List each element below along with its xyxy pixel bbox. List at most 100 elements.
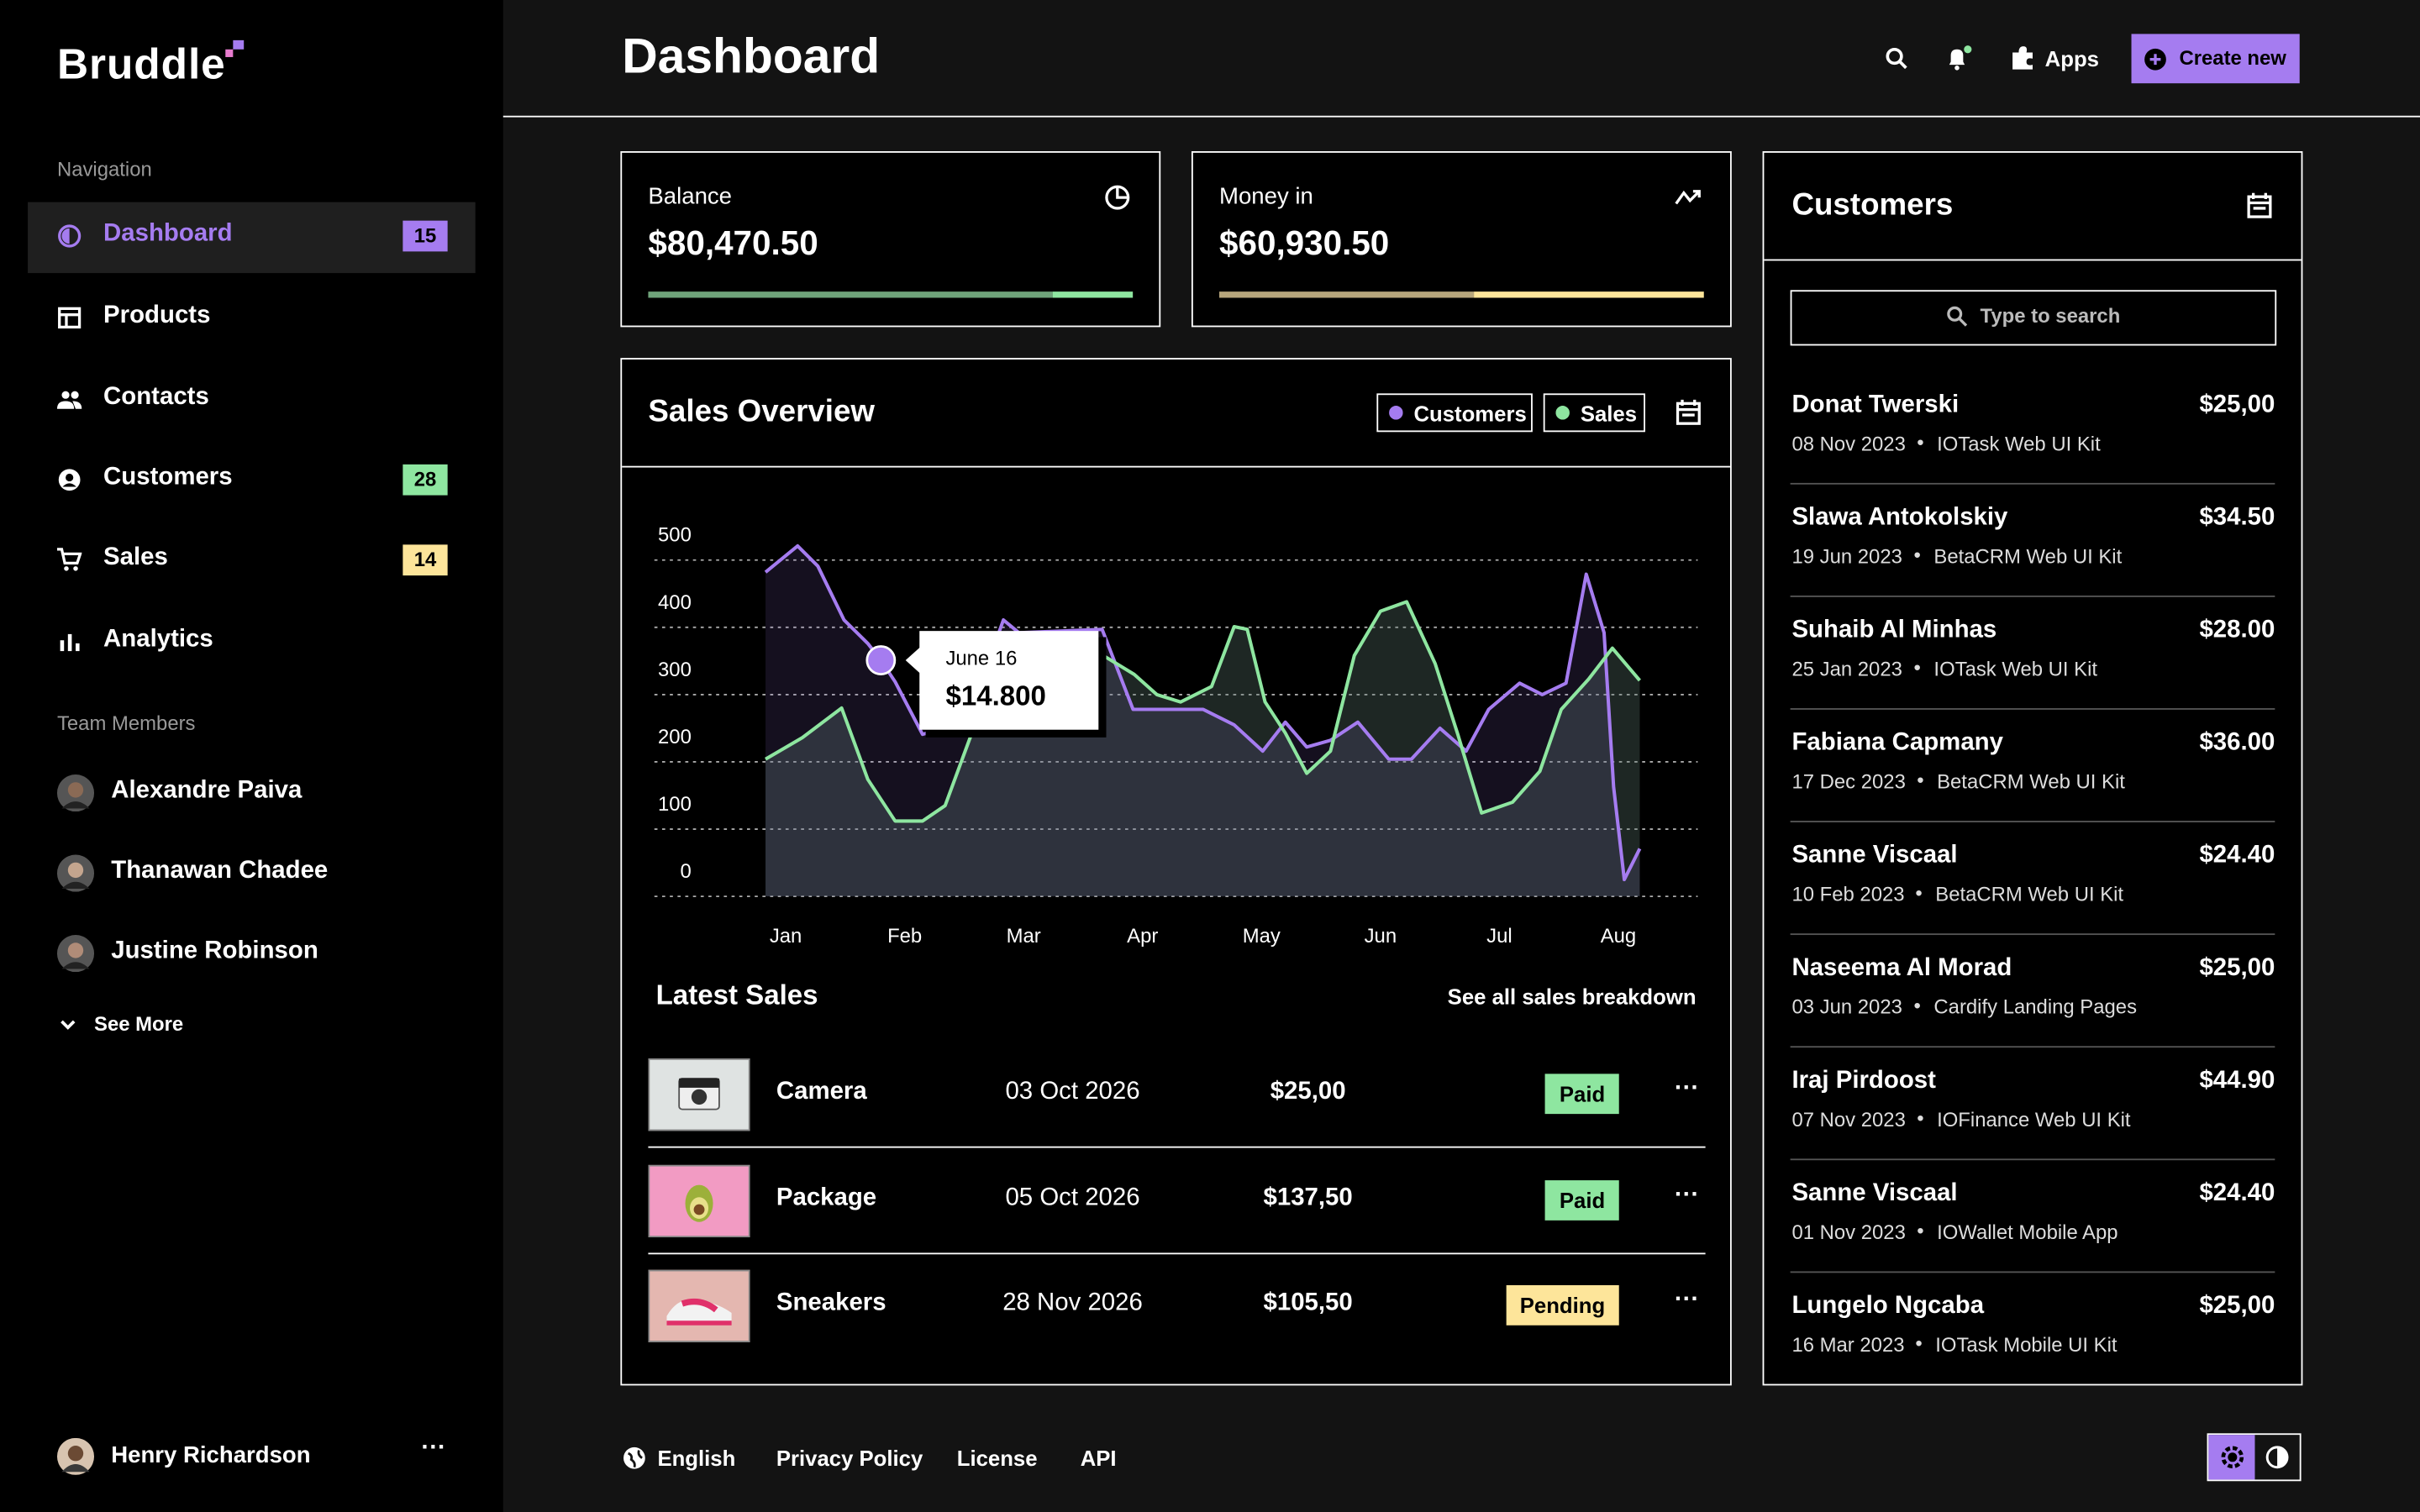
customers-title: Customers bbox=[1791, 188, 1954, 223]
footer-link[interactable]: English bbox=[657, 1446, 736, 1471]
series-area bbox=[765, 545, 1640, 897]
product-image bbox=[648, 1269, 750, 1342]
customer-product: Cardify Landing Pages bbox=[1933, 995, 2138, 1019]
stat-value: $60,930.50 bbox=[1219, 223, 1390, 263]
separator-dot: • bbox=[1917, 768, 1924, 792]
footer-link[interactable]: Privacy Policy bbox=[776, 1446, 923, 1471]
nav-item[interactable]: Products bbox=[103, 302, 211, 329]
row-menu[interactable]: ··· bbox=[1674, 1181, 1700, 1208]
member-avatar bbox=[56, 774, 95, 812]
tooltip-marker bbox=[865, 645, 897, 675]
page-title: Dashboard bbox=[622, 28, 881, 84]
chevron-icon bbox=[60, 1020, 76, 1030]
search-button[interactable] bbox=[1885, 46, 1909, 71]
notifications-button[interactable] bbox=[1944, 45, 1972, 72]
customer-date: 08 Nov 2023 bbox=[1791, 432, 1906, 455]
y-tick-label: 0 bbox=[681, 860, 692, 883]
apps-button[interactable]: Apps bbox=[2044, 46, 2099, 71]
y-tick-label: 100 bbox=[658, 793, 692, 816]
customer-name[interactable]: Suhaib Al Minhas bbox=[1791, 617, 1997, 643]
calendar-button[interactable] bbox=[1676, 399, 1701, 426]
row-menu[interactable]: ··· bbox=[1674, 1286, 1700, 1314]
customer-amount: $24.40 bbox=[2199, 1180, 2275, 1207]
nav-icon bbox=[58, 224, 82, 248]
row-menu[interactable]: ··· bbox=[1674, 1075, 1700, 1102]
create-button-label[interactable]: Create new bbox=[2179, 46, 2286, 70]
customers-search[interactable] bbox=[1790, 290, 2277, 346]
user-avatar bbox=[56, 1437, 95, 1475]
legend-label: Sales bbox=[1580, 401, 1638, 426]
row-divider bbox=[648, 1146, 1706, 1148]
customer-date: 01 Nov 2023 bbox=[1791, 1220, 1906, 1244]
stat-label: Balance bbox=[648, 183, 733, 210]
y-tick-label: 500 bbox=[658, 524, 692, 547]
customer-name[interactable]: Donat Twerski bbox=[1791, 391, 1960, 418]
team-title: Team Members bbox=[56, 711, 196, 735]
nav-item[interactable]: Dashboard bbox=[103, 220, 233, 247]
customer-name[interactable]: Sanne Viscaal bbox=[1791, 842, 1958, 869]
nav-item[interactable]: Contacts bbox=[103, 384, 209, 411]
y-tick-label: 300 bbox=[658, 659, 692, 681]
nav-item[interactable]: Analytics bbox=[103, 626, 213, 653]
y-tick-label: 400 bbox=[658, 591, 692, 614]
legend-item[interactable] bbox=[1543, 393, 1645, 433]
tooltip-value: $14.800 bbox=[945, 680, 1045, 711]
nav-active-bg bbox=[28, 202, 476, 274]
customer-divider bbox=[1790, 933, 2275, 936]
customer-divider bbox=[1790, 708, 2275, 710]
customer-amount: $34.50 bbox=[2199, 504, 2275, 531]
search-icon bbox=[1947, 306, 1968, 327]
member-name[interactable]: Alexandre Paiva bbox=[111, 777, 302, 804]
user-name[interactable]: Henry Richardson bbox=[111, 1442, 311, 1469]
brand[interactable]: Bruddle bbox=[56, 39, 226, 88]
plus-icon bbox=[2144, 48, 2166, 71]
customer-name[interactable]: Fabiana Capmany bbox=[1791, 729, 2003, 757]
sale-status: Paid bbox=[1545, 1179, 1619, 1220]
customer-name[interactable]: Lungelo Ngcaba bbox=[1791, 1293, 1985, 1320]
customer-amount: $36.00 bbox=[2199, 729, 2275, 757]
customer-name[interactable]: Iraj Pirdoost bbox=[1791, 1068, 1936, 1095]
sales-link[interactable]: See all sales breakdown bbox=[1447, 984, 1697, 1010]
member-avatar bbox=[56, 854, 95, 892]
search-placeholder: Type to search bbox=[1980, 303, 2121, 328]
footer-link[interactable]: License bbox=[956, 1446, 1038, 1471]
customer-date: 10 Feb 2023 bbox=[1791, 882, 1905, 906]
stat-value: $80,470.50 bbox=[648, 223, 818, 263]
series-area bbox=[765, 601, 1640, 897]
sales-title: Sales Overview bbox=[648, 395, 876, 429]
customer-product: IOTask Mobile UI Kit bbox=[1935, 1332, 2118, 1357]
customer-amount: $24.40 bbox=[2199, 842, 2275, 869]
member-name[interactable]: Justine Robinson bbox=[111, 937, 318, 964]
customer-name[interactable]: Sanne Viscaal bbox=[1791, 1180, 1958, 1207]
separator-dot: • bbox=[1913, 543, 1921, 567]
customers-calendar[interactable] bbox=[2247, 192, 2272, 219]
see-more[interactable]: See More bbox=[94, 1011, 184, 1036]
user-menu[interactable]: ··· bbox=[421, 1435, 446, 1462]
customer-name[interactable]: Slawa Antokolskiy bbox=[1791, 504, 2008, 531]
customer-date: 25 Jan 2023 bbox=[1791, 657, 1902, 681]
footer-link[interactable]: API bbox=[1080, 1446, 1117, 1471]
customer-date: 16 Mar 2023 bbox=[1791, 1332, 1905, 1357]
customer-name[interactable]: Naseema Al Morad bbox=[1791, 954, 2012, 982]
sale-status: Paid bbox=[1545, 1074, 1619, 1115]
theme-toggle[interactable] bbox=[2207, 1433, 2302, 1482]
nav-item[interactable]: Sales bbox=[103, 544, 168, 571]
x-tick-label: Jun bbox=[1365, 925, 1397, 948]
x-tick-label: Apr bbox=[1127, 925, 1158, 948]
y-tick-label: 200 bbox=[658, 726, 692, 748]
separator-dot: • bbox=[1915, 880, 1923, 905]
customer-product: IOTask Web UI Kit bbox=[1937, 432, 2101, 455]
customer-amount: $44.90 bbox=[2199, 1068, 2275, 1095]
member-name[interactable]: Thanawan Chadee bbox=[111, 858, 329, 885]
nav-item[interactable]: Customers bbox=[103, 464, 233, 491]
x-tick-label: Feb bbox=[887, 925, 922, 948]
separator-dot: • bbox=[1917, 1219, 1924, 1242]
series-line bbox=[764, 543, 1642, 882]
sales-divider bbox=[622, 465, 1730, 468]
nav-icon bbox=[56, 548, 82, 571]
legend-item[interactable] bbox=[1376, 393, 1533, 433]
legend-label: Customers bbox=[1413, 401, 1527, 426]
sale-date: 03 Oct 2026 bbox=[1005, 1078, 1140, 1105]
customer-amount: $25,00 bbox=[2199, 1293, 2275, 1320]
